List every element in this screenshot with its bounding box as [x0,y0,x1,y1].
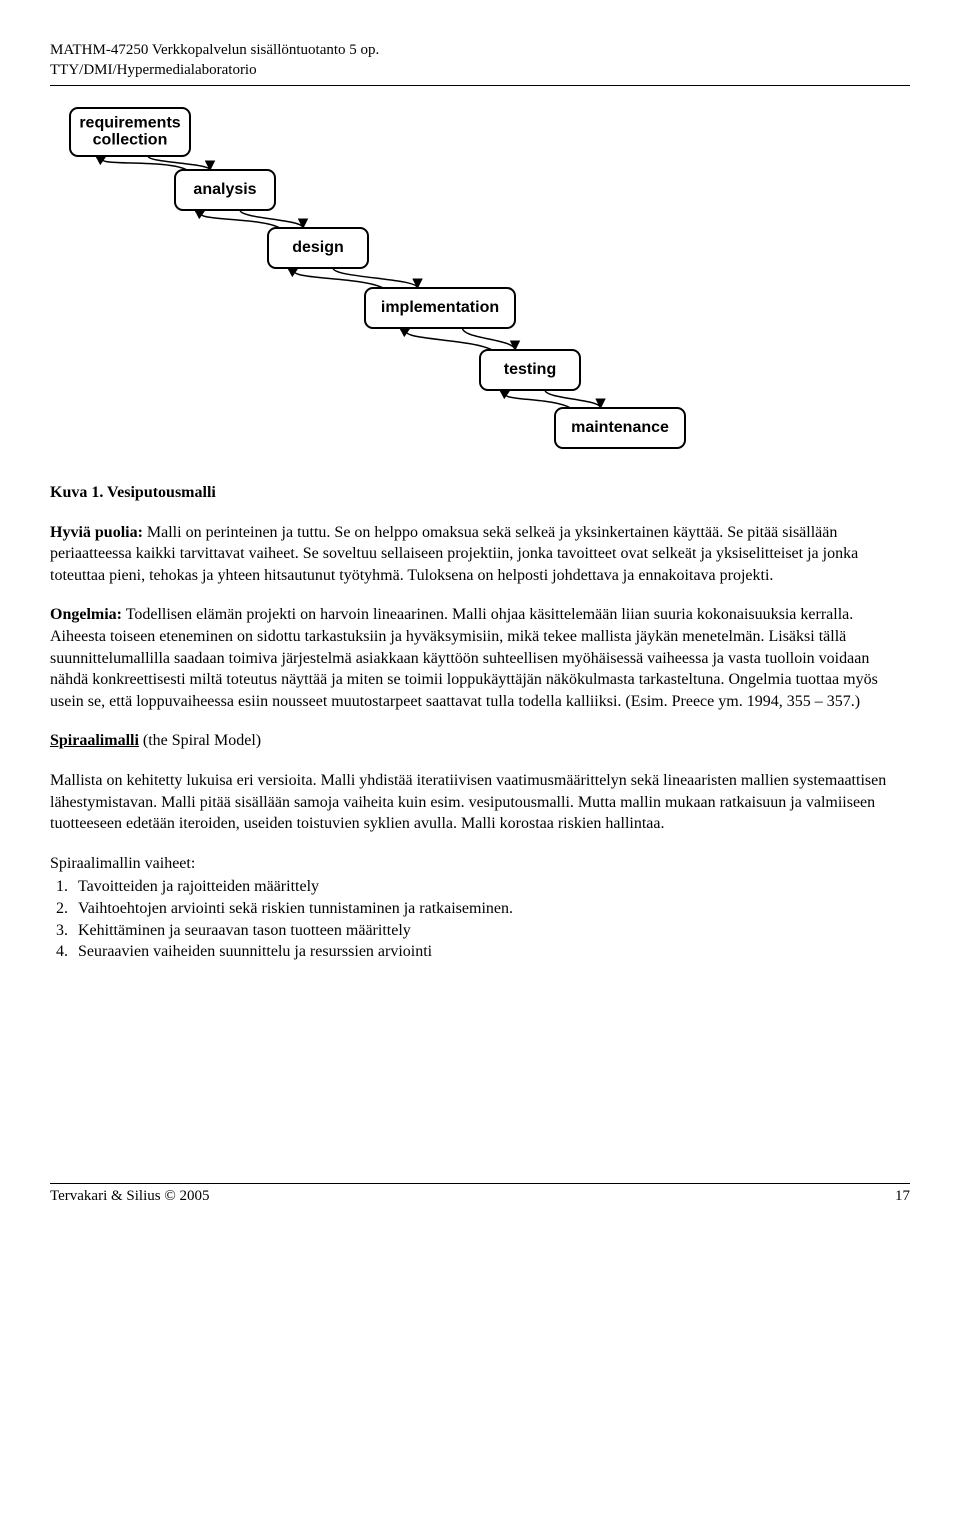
waterfall-diagram: requirementscollection analysis design impl… [60,98,910,465]
figure-caption: Kuva 1. Vesiputousmalli [50,482,910,504]
cons-lead: Ongelmia: [50,606,122,623]
section-heading: Spiraalimalli (the Spiral Model) [50,730,910,752]
section-suffix: (the Spiral Model) [139,732,261,749]
header-divider [50,85,910,86]
page-footer: Tervakari & Silius © 2005 17 [50,1186,910,1206]
svg-text:analysis: analysis [193,181,256,198]
pros-lead: Hyviä puolia: [50,524,143,541]
step-item: Kehittäminen ja seuraavan tason tuotteen… [72,920,910,942]
waterfall-svg: requirementscollection analysis design impl… [60,98,700,458]
svg-text:testing: testing [504,361,556,378]
steps-title: Spiraalimallin vaiheet: [50,853,910,875]
steps-list: Tavoitteiden ja rajoitteiden määrittelyV… [50,876,910,962]
step-item: Vaihtoehtojen arviointi sekä riskien tun… [72,898,910,920]
step-item: Seuraavien vaiheiden suunnittelu ja resu… [72,941,910,963]
svg-text:collection: collection [93,131,168,148]
svg-text:maintenance: maintenance [571,419,669,436]
footer-divider [50,1183,910,1184]
paragraph-spiral: Mallista on kehitetty lukuisa eri versio… [50,770,910,835]
paragraph-cons: Ongelmia: Todellisen elämän projekti on … [50,604,910,712]
footer-left: Tervakari & Silius © 2005 [50,1186,210,1206]
header-dept: TTY/DMI/Hypermedialaboratorio [50,60,910,80]
svg-text:design: design [292,239,344,256]
svg-text:implementation: implementation [381,299,499,316]
step-item: Tavoitteiden ja rajoitteiden määrittely [72,876,910,898]
svg-text:requirements: requirements [79,114,180,131]
cons-text: Todellisen elämän projekti on harvoin li… [50,606,878,709]
footer-page-number: 17 [895,1186,910,1206]
page-header: MATHM-47250 Verkkopalvelun sisällöntuota… [50,40,910,81]
header-course: MATHM-47250 Verkkopalvelun sisällöntuota… [50,40,910,60]
paragraph-pros: Hyviä puolia: Malli on perinteinen ja tu… [50,522,910,587]
pros-text: Malli on perinteinen ja tuttu. Se on hel… [50,524,858,584]
section-title: Spiraalimalli [50,732,139,749]
